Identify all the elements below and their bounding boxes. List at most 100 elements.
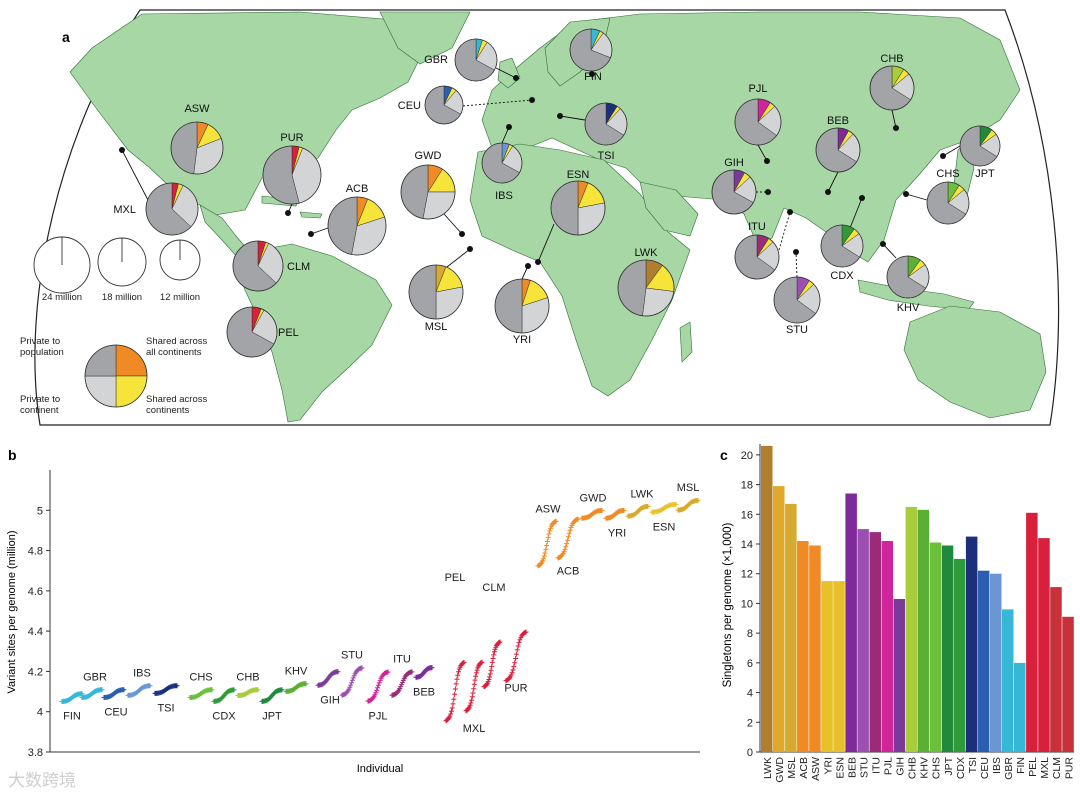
bar-mxl — [1038, 538, 1050, 752]
bar-tick-label-8: 8 — [747, 628, 753, 640]
location-dot-pur — [285, 210, 291, 216]
pie-stu: STU — [773, 276, 821, 336]
scatter-point-stu — [359, 665, 365, 671]
scatter-series-fin — [59, 691, 85, 704]
bar-esn — [833, 581, 845, 752]
bar-label-chs: CHS — [931, 757, 943, 779]
bar-yri — [821, 581, 833, 752]
scatter-point-pel — [449, 705, 455, 711]
pie-chb: CHB — [869, 53, 915, 111]
pie-charts: ASW MXL PUR ACB CLM PEL GBR CEU FIN GWD IBS TSI ESN M… — [113, 28, 1001, 358]
scatter-point-msl — [695, 497, 701, 503]
panel-b: b 3.8 4 4.2 4.4 4.6 4.8 5 Individual Variant s… — [6, 447, 701, 775]
scatter-point-clm — [489, 663, 495, 669]
bar-tick-label-2: 2 — [747, 717, 753, 729]
pie-gbr-outline — [454, 38, 498, 82]
bar-label-khv: KHV — [919, 757, 931, 779]
scatter-point-jpt — [279, 687, 285, 693]
bars — [761, 445, 1074, 752]
scatter-point-acb — [565, 534, 571, 540]
scatter-x-label: Individual — [357, 763, 403, 775]
pie-label-khv: KHV — [897, 302, 920, 314]
scatter-label-fin: FIN — [63, 711, 81, 723]
connector-esn — [537, 223, 555, 263]
location-dot-beb — [825, 189, 831, 195]
bar-label-itu: ITU — [871, 757, 883, 774]
scatter-point-pjl — [375, 682, 381, 688]
pie-label-jpt: JPT — [975, 168, 995, 180]
pie-label-stu: STU — [786, 324, 808, 336]
legend-shared-across: Shared across continents — [146, 394, 208, 416]
scatter-point-pel — [450, 701, 456, 707]
scatter-point-pjl — [385, 669, 391, 675]
pie-chs: CHS — [926, 168, 970, 225]
bar-beb — [845, 493, 857, 752]
land-madagascar — [679, 321, 693, 363]
scatter-point-pur — [511, 664, 517, 670]
bar-label-jpt: JPT — [943, 756, 955, 775]
bar-pur — [1062, 616, 1074, 752]
connector-gwd — [443, 213, 463, 235]
location-dot-cdx — [859, 195, 865, 201]
scatter-point-asw — [542, 550, 548, 556]
scatter-point-mxl — [471, 686, 477, 692]
pie-gbr: GBR — [424, 38, 498, 82]
scatter-label-pjl: PJL — [369, 711, 388, 723]
pie-mxl-outline — [145, 182, 199, 236]
pie-label-acb: ACB — [346, 183, 369, 195]
pie-label-gbr: GBR — [424, 54, 448, 66]
scatter-series-stu — [339, 665, 365, 698]
scatter-point-mxl — [469, 697, 475, 703]
pie-chb-outline — [869, 65, 915, 111]
connector-msl — [446, 248, 471, 268]
pie-label-cdx: CDX — [830, 270, 854, 282]
location-dot-khv — [880, 241, 886, 247]
scatter-label-gwd: GWD — [580, 492, 607, 504]
scatter-series-chb — [235, 687, 261, 698]
scatter-point-pjl — [375, 685, 381, 691]
scatter-point-ceu — [121, 687, 127, 693]
bar-tick-label-10: 10 — [741, 598, 753, 610]
bar-category-labels: LWK GWD MSL ACB ASW YRI ESN BEB STU ITU PJL GIH CHB K… — [762, 756, 1075, 782]
bar-label-ibs: IBS — [991, 757, 1003, 774]
pie-label-mxl: MXL — [113, 204, 136, 216]
location-dot-esn — [535, 259, 541, 265]
scatter-series-beb — [413, 665, 435, 680]
scatter-point-gih — [335, 669, 341, 675]
pie-acb-outline — [327, 196, 387, 256]
bar-pjl — [881, 541, 893, 752]
pie-lwk: LWK — [617, 247, 675, 317]
connector-acb — [310, 227, 329, 235]
pie-beb: BEB — [815, 115, 861, 173]
pie-label-esn: ESN — [567, 169, 590, 181]
panel-a-label: a — [62, 29, 70, 45]
location-dot-acb — [308, 231, 314, 237]
pie-tsi-outline — [584, 102, 628, 146]
bar-label-lwk: LWK — [762, 757, 774, 779]
connector-khv — [882, 243, 897, 259]
scatter-point-pur — [513, 656, 519, 661]
scatter-point-clm — [497, 639, 503, 645]
bar-label-pjl: PJL — [883, 757, 895, 775]
scatter-series-gbr — [79, 687, 105, 700]
bar-tick-label-20: 20 — [741, 450, 753, 462]
scatter-tick-label-3-8: 3.8 — [28, 747, 43, 759]
bar-label-pel: PEL — [1027, 757, 1039, 777]
scatter-point-stu — [349, 680, 355, 686]
scatter-point-tsi — [174, 683, 180, 689]
bar-fin — [1014, 662, 1026, 752]
scatter-series-ibs — [125, 683, 153, 698]
connector-chs — [905, 193, 928, 201]
pie-chs-outline — [926, 181, 970, 225]
location-dot-gih — [765, 189, 771, 195]
pie-lwk-outline — [617, 259, 675, 317]
bar-label-mxl: MXL — [1039, 757, 1051, 779]
bar-label-clm: CLM — [1051, 757, 1063, 779]
connector-jpt — [942, 145, 961, 157]
scatter-label-beb: BEB — [413, 686, 435, 698]
pie-label-pel: PEL — [278, 327, 299, 339]
pie-cdx: CDX — [820, 224, 864, 282]
bar-label-chb: CHB — [907, 757, 919, 779]
watermark: 大数跨境 — [8, 771, 76, 791]
